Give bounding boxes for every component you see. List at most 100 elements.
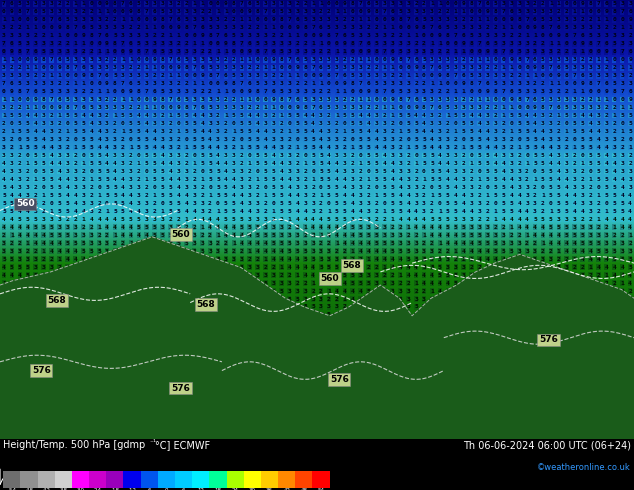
Text: 4: 4 bbox=[256, 121, 259, 126]
Text: 5: 5 bbox=[113, 193, 117, 198]
Text: 4: 4 bbox=[375, 400, 378, 405]
Text: 6: 6 bbox=[533, 18, 537, 23]
Text: 5: 5 bbox=[398, 408, 402, 413]
Text: 3: 3 bbox=[541, 113, 545, 118]
Text: 3: 3 bbox=[49, 121, 53, 126]
Text: 5: 5 bbox=[509, 209, 513, 214]
Text: 2: 2 bbox=[74, 161, 77, 166]
Text: 4: 4 bbox=[232, 336, 236, 342]
Text: 4: 4 bbox=[74, 193, 77, 198]
Text: 3: 3 bbox=[58, 49, 61, 54]
Text: 8: 8 bbox=[541, 65, 545, 70]
Text: 5: 5 bbox=[129, 217, 133, 222]
Text: 4: 4 bbox=[264, 304, 268, 310]
Text: 3: 3 bbox=[105, 121, 109, 126]
Text: 0: 0 bbox=[525, 105, 529, 110]
Text: 1: 1 bbox=[430, 81, 434, 86]
Text: 1: 1 bbox=[462, 9, 465, 15]
Text: 4: 4 bbox=[620, 328, 624, 333]
Text: 4: 4 bbox=[438, 225, 442, 230]
Text: 5: 5 bbox=[351, 129, 354, 134]
Text: 3: 3 bbox=[295, 89, 299, 94]
Text: 3: 3 bbox=[81, 18, 85, 23]
Text: 3: 3 bbox=[248, 368, 252, 373]
Text: 0: 0 bbox=[533, 169, 537, 174]
Text: 5: 5 bbox=[208, 25, 212, 30]
Text: 1: 1 bbox=[604, 18, 608, 23]
Text: 4: 4 bbox=[248, 400, 252, 405]
Text: 2: 2 bbox=[620, 392, 624, 397]
Text: 4: 4 bbox=[74, 257, 77, 262]
Text: 4: 4 bbox=[49, 352, 53, 357]
Text: 5: 5 bbox=[501, 248, 505, 254]
Text: 4: 4 bbox=[18, 281, 22, 286]
Text: 5: 5 bbox=[160, 9, 164, 15]
Text: 1: 1 bbox=[224, 49, 228, 54]
Text: 5: 5 bbox=[446, 432, 450, 437]
Text: 1: 1 bbox=[486, 97, 489, 102]
Text: 3: 3 bbox=[81, 392, 85, 397]
Text: 4: 4 bbox=[2, 432, 6, 437]
Text: 7: 7 bbox=[145, 89, 148, 94]
Text: 5: 5 bbox=[588, 344, 592, 349]
Text: 3: 3 bbox=[26, 313, 30, 318]
Text: 5: 5 bbox=[604, 169, 608, 174]
Text: 9: 9 bbox=[271, 97, 275, 102]
Text: 0: 0 bbox=[240, 9, 243, 15]
Text: 5: 5 bbox=[65, 18, 69, 23]
Text: 3: 3 bbox=[216, 137, 220, 142]
Text: 4: 4 bbox=[422, 272, 426, 278]
Text: 3: 3 bbox=[359, 424, 363, 429]
Text: 5: 5 bbox=[74, 129, 77, 134]
Text: 4: 4 bbox=[541, 281, 545, 286]
Text: 3: 3 bbox=[430, 248, 434, 254]
Text: 5: 5 bbox=[382, 296, 386, 301]
Text: 2: 2 bbox=[486, 65, 489, 70]
Text: 9: 9 bbox=[604, 89, 608, 94]
Text: 9: 9 bbox=[153, 97, 157, 102]
Text: 2: 2 bbox=[89, 185, 93, 190]
Text: 5: 5 bbox=[327, 177, 331, 182]
Text: 3: 3 bbox=[192, 49, 196, 54]
Text: 5: 5 bbox=[105, 304, 109, 310]
Text: 2: 2 bbox=[49, 313, 53, 318]
Text: 4: 4 bbox=[10, 384, 14, 389]
Text: 5: 5 bbox=[375, 1, 378, 6]
Text: 3: 3 bbox=[271, 328, 275, 333]
Text: 5: 5 bbox=[295, 248, 299, 254]
Text: 1: 1 bbox=[335, 241, 339, 245]
Text: 8: 8 bbox=[446, 73, 450, 78]
Text: 3: 3 bbox=[351, 368, 354, 373]
Text: 5: 5 bbox=[620, 313, 624, 318]
Bar bbox=[158, 471, 175, 488]
Text: 1: 1 bbox=[454, 9, 458, 15]
Text: 4: 4 bbox=[327, 384, 331, 389]
Text: 4: 4 bbox=[295, 416, 299, 421]
Text: 5: 5 bbox=[89, 161, 93, 166]
Text: 2: 2 bbox=[2, 233, 6, 238]
Text: 5: 5 bbox=[248, 225, 252, 230]
Bar bbox=[89, 471, 107, 488]
Text: 5: 5 bbox=[65, 57, 69, 62]
Text: 1: 1 bbox=[58, 113, 61, 118]
Text: 5: 5 bbox=[565, 432, 569, 437]
Text: 1: 1 bbox=[200, 225, 204, 230]
Text: 2: 2 bbox=[588, 18, 592, 23]
Text: 8: 8 bbox=[137, 49, 141, 54]
Text: 5: 5 bbox=[89, 145, 93, 150]
Text: 2: 2 bbox=[176, 217, 180, 222]
Text: 0: 0 bbox=[256, 169, 259, 174]
Text: 1: 1 bbox=[366, 360, 370, 366]
Text: 5: 5 bbox=[541, 424, 545, 429]
Text: 1: 1 bbox=[287, 424, 291, 429]
Text: 2: 2 bbox=[295, 328, 299, 333]
Text: 2: 2 bbox=[42, 73, 46, 78]
Text: 2: 2 bbox=[74, 272, 77, 278]
Text: 4: 4 bbox=[2, 320, 6, 325]
Text: 3: 3 bbox=[557, 217, 560, 222]
Text: 1: 1 bbox=[565, 408, 569, 413]
Text: 0: 0 bbox=[240, 89, 243, 94]
Text: 7: 7 bbox=[525, 97, 529, 102]
Text: 3: 3 bbox=[565, 161, 569, 166]
Text: 1: 1 bbox=[612, 328, 616, 333]
